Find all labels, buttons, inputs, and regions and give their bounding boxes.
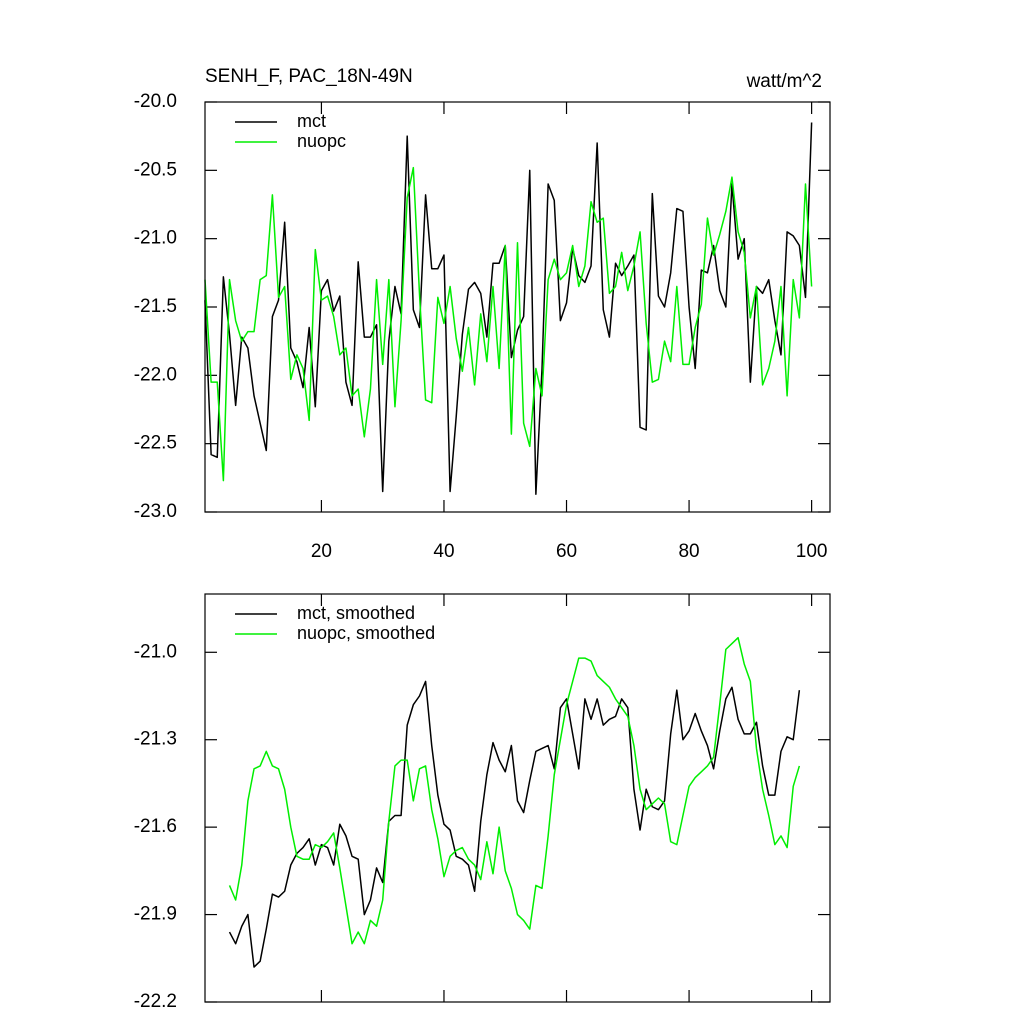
- plot-frame: [204, 593, 831, 1003]
- y-tick-label: -21.0: [134, 228, 177, 249]
- y-tick-label: -21.6: [134, 816, 177, 837]
- legend-label: mct, smoothed: [297, 603, 415, 623]
- y-tick-label: -20.5: [134, 159, 177, 180]
- series-line: [204, 122, 813, 495]
- y-tick-label: -22.5: [134, 433, 177, 454]
- x-tick-label: 20: [311, 541, 332, 562]
- y-tick-label: -21.0: [134, 641, 177, 662]
- legend-label: nuopc, smoothed: [297, 623, 435, 643]
- legend-label: nuopc: [297, 131, 346, 151]
- y-tick-label: -21.3: [134, 729, 177, 750]
- series-line: [204, 166, 813, 482]
- y-tick-label: -21.5: [134, 296, 177, 317]
- chart-title: SENH_F, PAC_18N-49N: [205, 66, 413, 87]
- y-tick-label: -22.0: [134, 364, 177, 385]
- y-tick-label: -21.9: [134, 904, 177, 925]
- legend-label: mct: [297, 111, 326, 131]
- units-label: watt/m^2: [746, 71, 822, 92]
- x-tick-label: 60: [556, 541, 577, 562]
- y-tick-label: -22.2: [134, 991, 177, 1012]
- plot-frame: [204, 101, 831, 513]
- y-tick-label: -23.0: [134, 501, 177, 522]
- x-tick-label: 80: [678, 541, 699, 562]
- y-tick-label: -20.0: [134, 91, 177, 112]
- x-tick-label: 100: [796, 541, 828, 562]
- x-tick-label: 40: [433, 541, 454, 562]
- series-line: [228, 680, 801, 968]
- series-line: [228, 636, 801, 945]
